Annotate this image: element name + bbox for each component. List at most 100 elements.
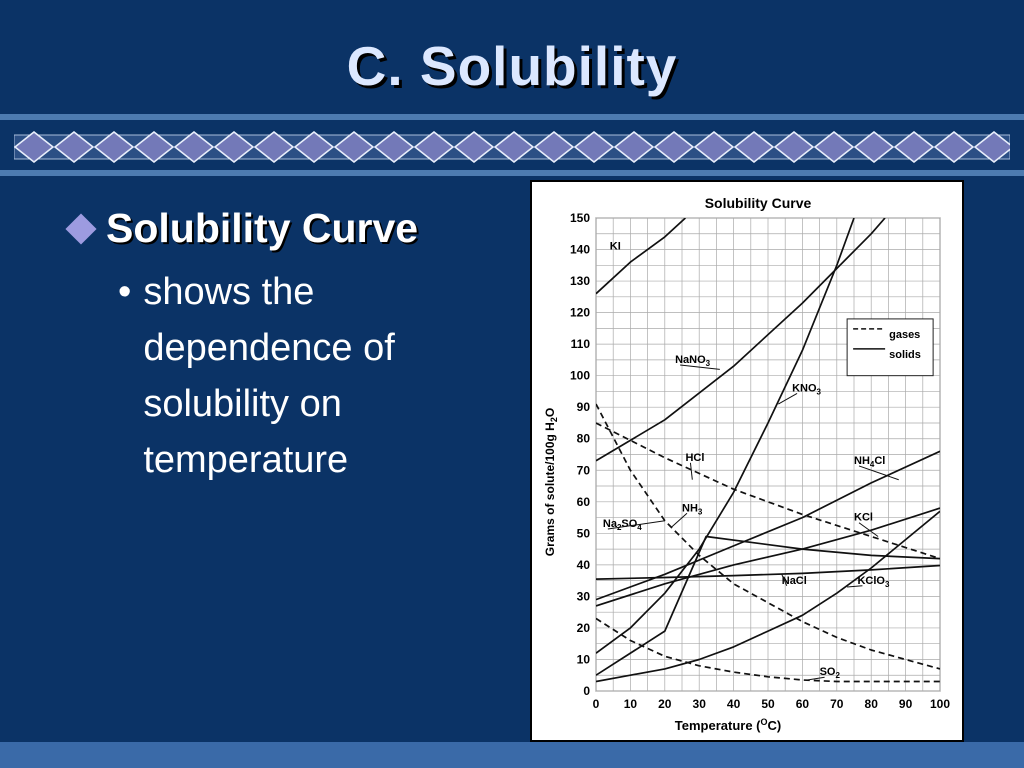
diamond-icon [973, 131, 1010, 163]
diamond-icon [373, 131, 415, 163]
diamond-icon [493, 131, 535, 163]
series-line-so2 [596, 617, 940, 683]
series-leader-line [805, 676, 825, 681]
y-tick-label: 100 [570, 369, 590, 383]
x-axis-label: Temperature (OC) [675, 717, 781, 733]
decorative-band [0, 742, 1024, 768]
y-tick-label: 70 [577, 463, 591, 477]
diamond-strip [14, 131, 1010, 163]
y-tick-label: 30 [577, 589, 591, 603]
diamond-icon [813, 131, 855, 163]
tick-labels: 0 10 20 30 40 50 60 70 80 90 100 0 10 20 30 40 50 60 70 80 9… [570, 211, 950, 711]
y-tick-label: 80 [577, 432, 591, 446]
grid [595, 217, 941, 692]
legend: gases solids [846, 318, 934, 377]
series-line-kcl [596, 507, 940, 607]
y-tick-label: 110 [571, 337, 591, 351]
y-axis-label: Grams of solute/100g H2O [543, 408, 559, 556]
diamond-icon [413, 131, 455, 163]
legend-box [846, 318, 934, 377]
diamond-icon [333, 131, 375, 163]
bullet-list: Solubility Curve • shows the dependence … [62, 205, 512, 488]
x-tick-label: 100 [930, 697, 950, 711]
y-tick-label: 140 [570, 243, 590, 257]
series-leader-line [858, 465, 899, 481]
chart-panel: Solubility Curve Temperature (OC) Grams … [530, 180, 964, 742]
series-label: HCl [685, 452, 704, 464]
series-line-nacl [596, 564, 940, 580]
series-label: NaNO3 [675, 354, 711, 368]
y-tick-label: 130 [570, 274, 590, 288]
series-label: KClO3 [857, 575, 890, 589]
series-leader-line [778, 392, 798, 405]
y-tick-label: 120 [570, 306, 590, 320]
x-tick-label: 50 [761, 697, 775, 711]
series-label: NaCl [782, 575, 807, 587]
x-tick-label: 0 [593, 697, 600, 711]
x-tick-label: 30 [693, 697, 707, 711]
diamond-icon [133, 131, 175, 163]
diamond-icon [773, 131, 815, 163]
x-tick-label: 80 [865, 697, 879, 711]
diamond-icon [53, 131, 95, 163]
diamond-icon [293, 131, 335, 163]
series-layer [596, 218, 940, 683]
series-line-hcl [596, 422, 940, 560]
y-tick-label: 40 [577, 558, 591, 572]
series-line-nh3 [596, 403, 940, 670]
chart-title: Solubility Curve [705, 195, 812, 211]
series-leader-line [689, 462, 693, 480]
series-label: KCl [854, 512, 873, 524]
series-line-na2so4 [596, 535, 940, 676]
diamond-icon [853, 131, 895, 163]
y-tick-label: 10 [577, 652, 591, 666]
x-tick-label: 10 [624, 697, 638, 711]
series-label: SO2 [820, 666, 841, 680]
diamond-icon [653, 131, 695, 163]
diamond-icon [213, 131, 255, 163]
series-labels: KINaNO3KNO3HClNH4ClNH3Na2SO4KClNaClKClO3… [603, 241, 899, 681]
series-label: NH4Cl [854, 455, 885, 469]
solubility-chart: Solubility Curve Temperature (OC) Grams … [543, 195, 950, 733]
diamond-icon [933, 131, 975, 163]
y-tick-label: 20 [577, 621, 591, 635]
series-label: NH3 [682, 502, 703, 516]
legend-label: solids [889, 349, 921, 361]
decorative-band [0, 114, 1024, 120]
x-tick-label: 90 [899, 697, 913, 711]
series-leader-line [847, 585, 863, 588]
diamond-icon [533, 131, 575, 163]
series-line-kno3 [596, 218, 855, 654]
dot-bullet-icon: • [118, 271, 132, 313]
bullet-text: Solubility Curve [106, 205, 419, 251]
y-tick-label: 60 [577, 495, 591, 509]
diamond-icon [573, 131, 615, 163]
diamond-icon [93, 131, 135, 163]
y-tick-label: 0 [583, 684, 590, 698]
series-label: KNO3 [792, 382, 821, 396]
sub-bullet-item: • shows the dependence of solubility on … [118, 264, 512, 488]
diamond-icon [173, 131, 215, 163]
legend-label: gases [889, 329, 920, 341]
decorative-band [0, 170, 1024, 176]
diamond-icon [693, 131, 735, 163]
series-leader-line [858, 522, 879, 537]
x-tick-label: 20 [658, 697, 672, 711]
y-tick-label: 50 [577, 526, 591, 540]
diamond-icon [733, 131, 775, 163]
series-line-ki [596, 218, 686, 295]
series-leader-line [781, 574, 788, 586]
slide-title: C. Solubility [346, 35, 678, 97]
series-leader-line [607, 520, 665, 530]
series-line-nano3 [596, 218, 886, 462]
series-label: KI [610, 241, 621, 253]
sub-bullet-text: shows the dependence of solubility on te… [143, 271, 395, 481]
y-tick-label: 90 [577, 400, 591, 414]
diamond-icon [253, 131, 295, 163]
series-leader-line [680, 364, 720, 370]
series-leader-line [671, 512, 688, 528]
diamond-icon [613, 131, 655, 163]
diamond-icon [453, 131, 495, 163]
diamond-icon [893, 131, 935, 163]
y-tick-label: 150 [570, 211, 590, 225]
